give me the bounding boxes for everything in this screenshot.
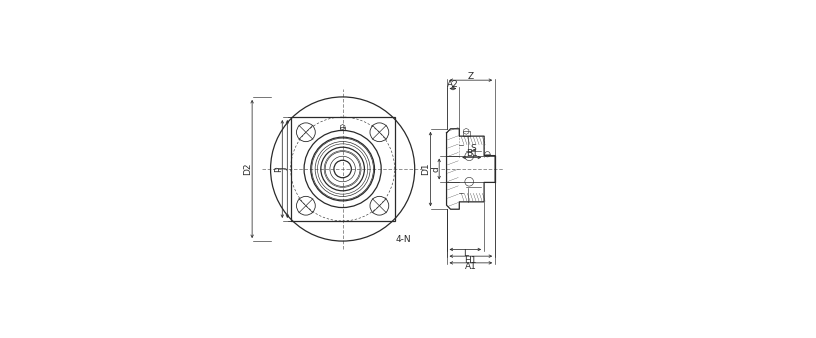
Text: B1: B1 — [466, 149, 477, 158]
Text: d: d — [432, 166, 441, 172]
Text: A1: A1 — [465, 262, 477, 271]
Text: H1: H1 — [464, 256, 477, 265]
Text: Z: Z — [468, 72, 474, 81]
Text: S: S — [470, 144, 476, 153]
Text: J: J — [279, 168, 289, 170]
Bar — [290, 117, 395, 221]
Text: P: P — [274, 166, 283, 172]
Text: L: L — [463, 249, 468, 258]
Text: D2: D2 — [243, 163, 252, 175]
Text: A2: A2 — [447, 80, 459, 89]
Text: 4-N: 4-N — [396, 235, 411, 244]
Text: D1: D1 — [422, 163, 431, 175]
Bar — [340, 127, 345, 130]
Bar — [463, 131, 469, 136]
